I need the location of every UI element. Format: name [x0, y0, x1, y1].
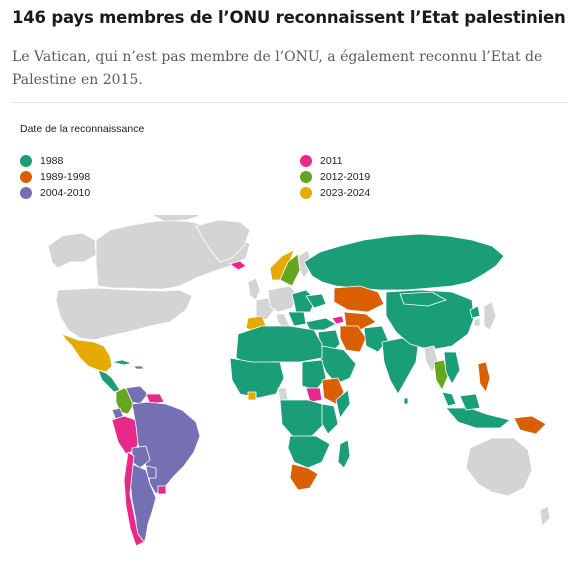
region-caucasus — [331, 315, 345, 325]
legend-item-1988: 1988 — [20, 154, 63, 168]
legend: 1988 1989-1998 2004-2010 2011 2012-2019 … — [20, 154, 440, 202]
region-india — [381, 337, 419, 395]
legend-item-2012-2019: 2012-2019 — [300, 170, 370, 184]
region-north-africa — [235, 325, 323, 365]
region-southern-africa — [287, 435, 331, 469]
legend-item-2011: 2011 — [300, 154, 343, 168]
region-papua — [513, 415, 547, 435]
region-uruguay — [157, 485, 167, 495]
region-west-africa — [229, 357, 285, 399]
region-central-america — [97, 369, 121, 393]
region-turkey — [305, 317, 337, 331]
world-map — [0, 215, 580, 555]
legend-item-2004-2010: 2004-2010 — [20, 186, 90, 200]
page-subtitle: Le Vatican, qui n’est pas membre de l’ON… — [12, 49, 543, 88]
region-australia — [465, 437, 533, 497]
legend-swatch-2012-2019 — [300, 171, 312, 183]
region-ukraine — [305, 293, 327, 309]
region-chile — [123, 451, 145, 547]
legend-item-2023-2024: 2023-2024 — [300, 186, 370, 200]
legend-label-2012-2019: 2012-2019 — [320, 171, 371, 183]
page-title: 146 pays membres de l’ONU reconnaissent … — [12, 8, 566, 27]
region-srilanka — [403, 397, 409, 405]
header-divider — [12, 102, 568, 103]
region-somalia — [335, 389, 351, 419]
legend-label-1989-1998: 1989-1998 — [40, 171, 91, 183]
region-south-sudan — [305, 387, 323, 403]
region-borneo — [459, 393, 481, 411]
legend-title: Date de la reconnaissance — [20, 123, 145, 135]
region-central-europe — [267, 285, 299, 313]
region-greenland — [195, 219, 251, 263]
region-new-zealand — [539, 505, 551, 527]
region-malaysia — [441, 391, 457, 407]
legend-swatch-2011 — [300, 155, 312, 167]
region-china — [385, 289, 475, 351]
world-map-svg — [47, 215, 551, 547]
region-mexico — [61, 333, 113, 373]
region-central-asia — [343, 311, 377, 331]
region-korea-south — [473, 317, 481, 327]
region-korea-north — [469, 305, 481, 319]
legend-label-2004-2010: 2004-2010 — [40, 187, 91, 199]
region-madagascar — [337, 439, 351, 469]
region-thailand — [433, 359, 449, 391]
region-cuba — [111, 359, 133, 366]
region-mongolia — [399, 291, 447, 307]
legend-swatch-1988 — [20, 155, 32, 167]
region-ivory-coast — [247, 391, 257, 401]
region-venezuela — [125, 385, 149, 405]
region-argentina — [129, 463, 157, 545]
legend-label-1988: 1988 — [40, 155, 64, 167]
region-arctic-islands — [151, 215, 201, 222]
region-japan — [483, 301, 497, 331]
region-guyanas — [145, 393, 165, 405]
region-kazakhstan — [333, 285, 385, 313]
region-haiti-dominican — [133, 365, 145, 370]
legend-swatch-2004-2010 — [20, 187, 32, 199]
region-east-africa — [321, 403, 339, 435]
region-indochina — [443, 351, 461, 385]
region-russia — [303, 233, 505, 291]
region-iran — [339, 325, 367, 353]
region-south-africa — [289, 463, 319, 491]
legend-label-2023-2024: 2023-2024 — [320, 187, 371, 199]
region-philippines — [477, 361, 491, 393]
region-usa — [55, 287, 193, 341]
region-iceland — [229, 260, 247, 271]
region-uk-ireland — [247, 277, 261, 301]
region-sudan — [301, 359, 327, 391]
region-alaska — [47, 232, 97, 269]
legend-swatch-1989-1998 — [20, 171, 32, 183]
legend-swatch-2023-2024 — [300, 187, 312, 199]
region-indonesia — [445, 407, 511, 429]
legend-item-1989-1998: 1989-1998 — [20, 170, 90, 184]
region-balkans — [287, 311, 307, 327]
legend-label-2011: 2011 — [320, 155, 343, 167]
region-central-africa — [279, 399, 325, 439]
